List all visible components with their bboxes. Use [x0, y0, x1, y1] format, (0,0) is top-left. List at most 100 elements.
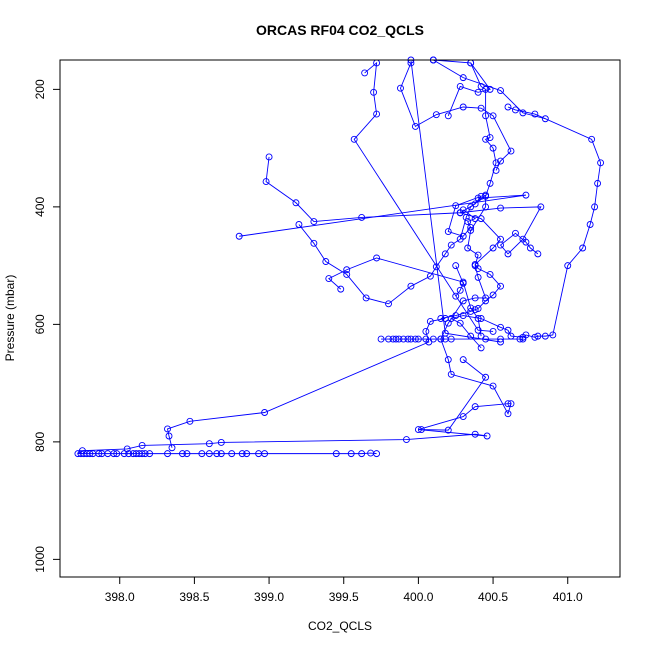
data-point-1-15 [489, 291, 497, 299]
series-line-2 [298, 194, 486, 305]
data-point-0-39 [205, 440, 213, 448]
data-point-2-10 [447, 241, 455, 249]
data-point-3-11 [531, 333, 539, 341]
data-point-2-12 [462, 213, 470, 221]
data-point-4-5 [456, 209, 464, 217]
data-point-7-5 [467, 304, 475, 312]
data-point-6-7 [407, 335, 415, 343]
data-point-2-6 [407, 282, 415, 290]
data-point-3-7 [504, 326, 512, 334]
data-point-3-3 [447, 315, 455, 322]
data-point-3-15 [564, 262, 572, 270]
data-point-6-14 [447, 335, 455, 343]
data-point-4-0 [265, 153, 273, 161]
data-point-0-6 [255, 450, 263, 458]
data-point-3-21 [588, 135, 596, 143]
data-point-4-10 [497, 241, 504, 249]
data-point-9-2 [411, 122, 419, 130]
data-point-3-12 [534, 332, 542, 340]
data-point-14-3 [452, 292, 460, 300]
data-point-0-41 [403, 436, 410, 443]
plot-area [74, 56, 605, 458]
data-point-2-5 [385, 300, 392, 308]
data-point-0-45 [459, 413, 467, 421]
data-point-3-13 [541, 332, 549, 340]
x-tick-label-4: 400.0 [403, 590, 433, 604]
data-point-0-46 [471, 403, 479, 411]
data-point-3-22 [531, 110, 539, 118]
series-line-1 [166, 195, 502, 448]
data-point-8-2 [370, 88, 378, 96]
data-point-0-37 [123, 445, 131, 453]
data-point-2-9 [441, 250, 449, 258]
y-tick-label-4: 1000 [33, 546, 47, 573]
data-point-10-2 [497, 338, 504, 346]
x-axis-label: CO2_QCLS [308, 619, 372, 633]
series-line-11 [447, 62, 491, 116]
data-point-1-1 [165, 432, 173, 440]
data-point-9-7 [507, 147, 515, 155]
data-point-6-1 [385, 335, 392, 343]
data-point-1-16 [497, 282, 504, 290]
data-point-8-3 [373, 110, 381, 118]
x-tick-label-3: 399.5 [329, 590, 359, 604]
series-line-0 [76, 59, 512, 455]
data-point-8-4 [350, 135, 358, 143]
data-point-0-60 [474, 251, 482, 259]
y-axis-label: Pressure (mbar) [3, 275, 17, 362]
data-point-0-17 [146, 450, 154, 458]
series-line-9 [399, 62, 512, 171]
data-point-3-17 [586, 221, 594, 228]
data-point-4-9 [504, 250, 512, 258]
data-point-12-2 [497, 87, 504, 95]
data-point-3-4 [459, 312, 467, 320]
data-point-6-3 [392, 335, 400, 343]
data-point-3-19 [594, 179, 602, 187]
data-point-4-13 [526, 244, 534, 252]
data-point-0-50 [489, 382, 497, 390]
data-point-2-14 [482, 191, 490, 199]
data-point-1-6 [422, 327, 430, 335]
series-line-10 [410, 59, 501, 343]
data-point-0-15 [178, 450, 186, 458]
data-point-6-4 [395, 335, 403, 343]
data-point-9-3 [432, 111, 440, 119]
data-point-13-2 [444, 426, 452, 434]
data-point-0-52 [444, 356, 452, 364]
data-point-2-13 [467, 203, 475, 211]
data-point-9-1 [397, 84, 404, 92]
data-point-6-12 [437, 335, 445, 343]
data-point-6-9 [414, 335, 422, 343]
x-tick-label-2: 399.0 [254, 590, 284, 604]
data-point-9-8 [497, 157, 504, 165]
data-point-2-2 [322, 258, 330, 265]
data-point-6-11 [429, 335, 437, 343]
data-point-4-3 [310, 218, 318, 226]
data-point-0-22 [129, 450, 137, 458]
data-point-11-4 [444, 112, 452, 120]
series-line-13 [421, 359, 487, 431]
data-point-6-0 [377, 335, 385, 343]
data-point-6-5 [400, 335, 407, 343]
data-point-13-0 [459, 356, 467, 364]
data-point-0-47 [504, 400, 512, 408]
data-point-0-28 [98, 450, 106, 458]
data-point-14-2 [456, 286, 464, 294]
x-tick-label-5: 400.5 [478, 590, 508, 604]
data-point-2-3 [343, 270, 351, 278]
data-point-1-2 [164, 425, 171, 433]
x-tick-label-1: 398.5 [179, 590, 209, 604]
series-line-8 [353, 61, 494, 332]
data-point-0-70 [482, 112, 490, 120]
data-point-11-1 [486, 85, 494, 93]
data-point-0-40 [217, 439, 225, 446]
data-point-0-51 [447, 370, 455, 378]
data-point-3-2 [456, 319, 464, 327]
data-point-3-0 [477, 344, 485, 352]
data-point-9-4 [459, 103, 467, 111]
data-point-6-16 [497, 335, 504, 343]
data-point-3-16 [579, 244, 587, 252]
data-point-0-36 [78, 447, 86, 455]
data-point-2-11 [456, 235, 464, 243]
